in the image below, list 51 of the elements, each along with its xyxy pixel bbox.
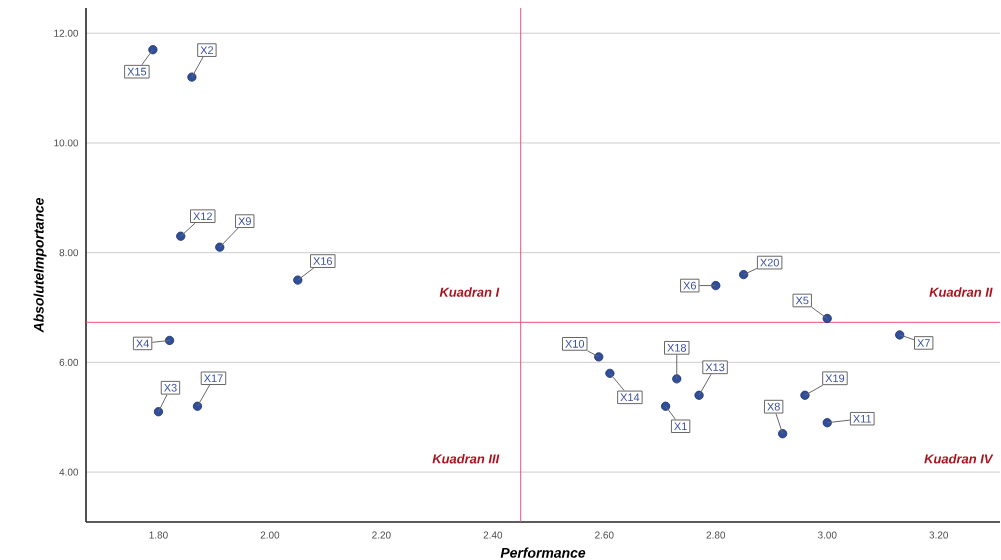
point <box>895 330 905 340</box>
annotation: X13 <box>705 363 725 372</box>
annotation: X18 <box>667 343 687 352</box>
annotation: X4 <box>136 339 149 348</box>
y-axis-title: AbsoluteImportance <box>33 197 47 333</box>
annotation: X9 <box>238 217 251 226</box>
annotation: Kuadran III <box>432 453 500 464</box>
x-tick-label: 2.40 <box>483 531 503 539</box>
annotation: X1 <box>674 422 687 431</box>
y-tick-label: 12.00 <box>54 29 79 37</box>
point <box>822 313 832 324</box>
x-tick-label: 2.00 <box>260 531 280 539</box>
point <box>192 401 203 411</box>
annotation: X8 <box>767 402 780 411</box>
annotation: X2 <box>200 46 214 54</box>
x-tick-label: 3.20 <box>929 531 949 539</box>
point <box>711 280 721 291</box>
annotation: Kuadran IV <box>924 453 994 464</box>
annotation: X15 <box>127 67 147 76</box>
point <box>187 72 197 82</box>
annotation: X6 <box>683 281 696 290</box>
annotation: X20 <box>760 258 779 267</box>
annotation: X16 <box>313 257 333 265</box>
y-tick-label: 4.00 <box>59 468 79 476</box>
annotation: Kuadran I <box>439 287 500 297</box>
annotation: X10 <box>565 340 585 348</box>
point <box>215 242 225 252</box>
annotation: X14 <box>620 393 640 402</box>
annotation: X12 <box>193 212 212 221</box>
y-tick-label: 8.00 <box>59 249 79 257</box>
point <box>800 390 810 400</box>
annotation: X7 <box>917 339 930 347</box>
annotation: Kuadran II <box>929 287 993 297</box>
x-tick-label: 2.60 <box>595 531 614 539</box>
x-tick-label: 1.80 <box>149 531 168 539</box>
annotation: X3 <box>164 383 177 392</box>
annotation: X17 <box>203 374 223 383</box>
point <box>778 429 788 439</box>
x-tick-label: 3.00 <box>817 531 837 539</box>
x-axis-title: Performance <box>500 547 586 558</box>
point <box>822 418 832 428</box>
annotation: X5 <box>795 296 809 305</box>
annotation: X19 <box>825 374 845 383</box>
x-tick-label: 2.80 <box>706 531 726 539</box>
point <box>739 270 749 280</box>
point <box>176 231 186 241</box>
y-tick-label: 10.00 <box>54 139 79 147</box>
annotation: X11 <box>853 414 872 423</box>
x-tick-label: 2.20 <box>372 531 391 539</box>
point <box>672 374 682 384</box>
y-tick-label: 6.00 <box>59 358 79 366</box>
